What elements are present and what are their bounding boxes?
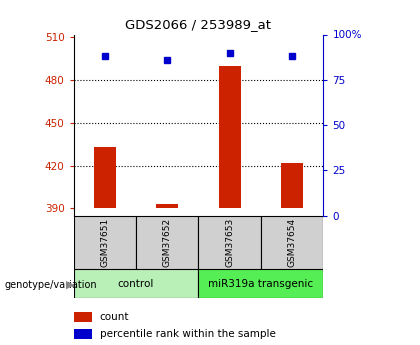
Text: GSM37654: GSM37654 bbox=[288, 218, 297, 267]
Bar bbox=[74, 312, 92, 322]
Bar bbox=[199, 269, 323, 298]
Bar bbox=[94, 147, 116, 208]
Bar bbox=[219, 66, 241, 208]
Bar bbox=[74, 269, 199, 298]
Bar bbox=[199, 216, 261, 269]
Text: count: count bbox=[100, 312, 129, 322]
Bar bbox=[281, 163, 303, 208]
Text: GSM37652: GSM37652 bbox=[163, 218, 172, 267]
Bar bbox=[74, 216, 136, 269]
Title: GDS2066 / 253989_at: GDS2066 / 253989_at bbox=[126, 18, 271, 31]
Text: genotype/variation: genotype/variation bbox=[4, 280, 97, 289]
Text: GSM37653: GSM37653 bbox=[225, 218, 234, 267]
Text: ▶: ▶ bbox=[66, 280, 75, 289]
Text: GSM37651: GSM37651 bbox=[100, 218, 109, 267]
Bar bbox=[156, 204, 178, 208]
Bar bbox=[261, 216, 323, 269]
Text: control: control bbox=[118, 279, 154, 289]
Bar bbox=[136, 216, 199, 269]
Text: percentile rank within the sample: percentile rank within the sample bbox=[100, 329, 276, 339]
Text: miR319a transgenic: miR319a transgenic bbox=[208, 279, 313, 289]
Bar bbox=[74, 329, 92, 339]
